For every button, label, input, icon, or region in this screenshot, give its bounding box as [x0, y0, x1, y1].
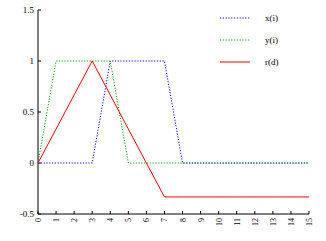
x-tick-label: 11 — [233, 218, 242, 226]
x-tick — [236, 211, 237, 214]
x-axis — [38, 214, 309, 215]
x-tick-label: 15 — [305, 218, 314, 226]
x-tick — [92, 211, 93, 214]
x-tick-label: 14 — [287, 218, 296, 226]
legend-label: y(i) — [265, 35, 278, 45]
x-tick-label: 0 — [34, 218, 43, 222]
series-line — [38, 61, 309, 163]
x-tick — [309, 211, 310, 214]
x-tick — [146, 211, 147, 214]
x-tick — [164, 211, 165, 214]
y-tick-label: 1 — [30, 56, 35, 66]
x-tick-label: 4 — [106, 218, 115, 222]
legend-swatch — [220, 18, 250, 19]
x-tick-label: 2 — [70, 218, 79, 222]
x-tick — [110, 211, 111, 214]
series-line — [38, 61, 309, 197]
x-tick — [182, 211, 183, 214]
x-tick-label: 6 — [142, 218, 151, 222]
x-tick-label: 9 — [197, 218, 206, 222]
x-tick — [290, 211, 291, 214]
x-tick — [56, 211, 57, 214]
x-tick — [200, 211, 201, 214]
x-tick — [272, 211, 273, 214]
x-tick-label: 7 — [160, 218, 169, 222]
x-tick — [74, 211, 75, 214]
x-tick-label: 13 — [269, 218, 278, 226]
y-tick — [38, 112, 41, 113]
plot-area — [38, 61, 309, 197]
y-tick — [38, 61, 41, 62]
y-tick-label: 1.5 — [23, 5, 35, 15]
x-tick — [254, 211, 255, 214]
x-tick — [218, 211, 219, 214]
x-tick — [128, 211, 129, 214]
x-tick-label: 8 — [179, 218, 188, 222]
x-tick-label: 5 — [124, 218, 133, 222]
y-tick — [38, 10, 41, 11]
y-tick-label: 0 — [30, 158, 35, 168]
x-tick-label: 3 — [88, 218, 97, 222]
x-tick-label: 1 — [52, 218, 61, 222]
x-tick — [38, 211, 39, 214]
legend-label: x(i) — [265, 13, 278, 23]
legend-swatch — [220, 40, 250, 41]
legend-label: r(d) — [265, 57, 279, 67]
y-tick-label: -0.5 — [20, 209, 35, 219]
y-tick-label: 0.5 — [23, 107, 35, 117]
x-tick-label: 10 — [215, 218, 224, 226]
series-line — [38, 61, 309, 163]
chart: -0.500.511.50123456789101112131415x(i)y(… — [0, 0, 326, 241]
legend-swatch — [220, 62, 250, 63]
x-tick-label: 12 — [251, 218, 260, 226]
